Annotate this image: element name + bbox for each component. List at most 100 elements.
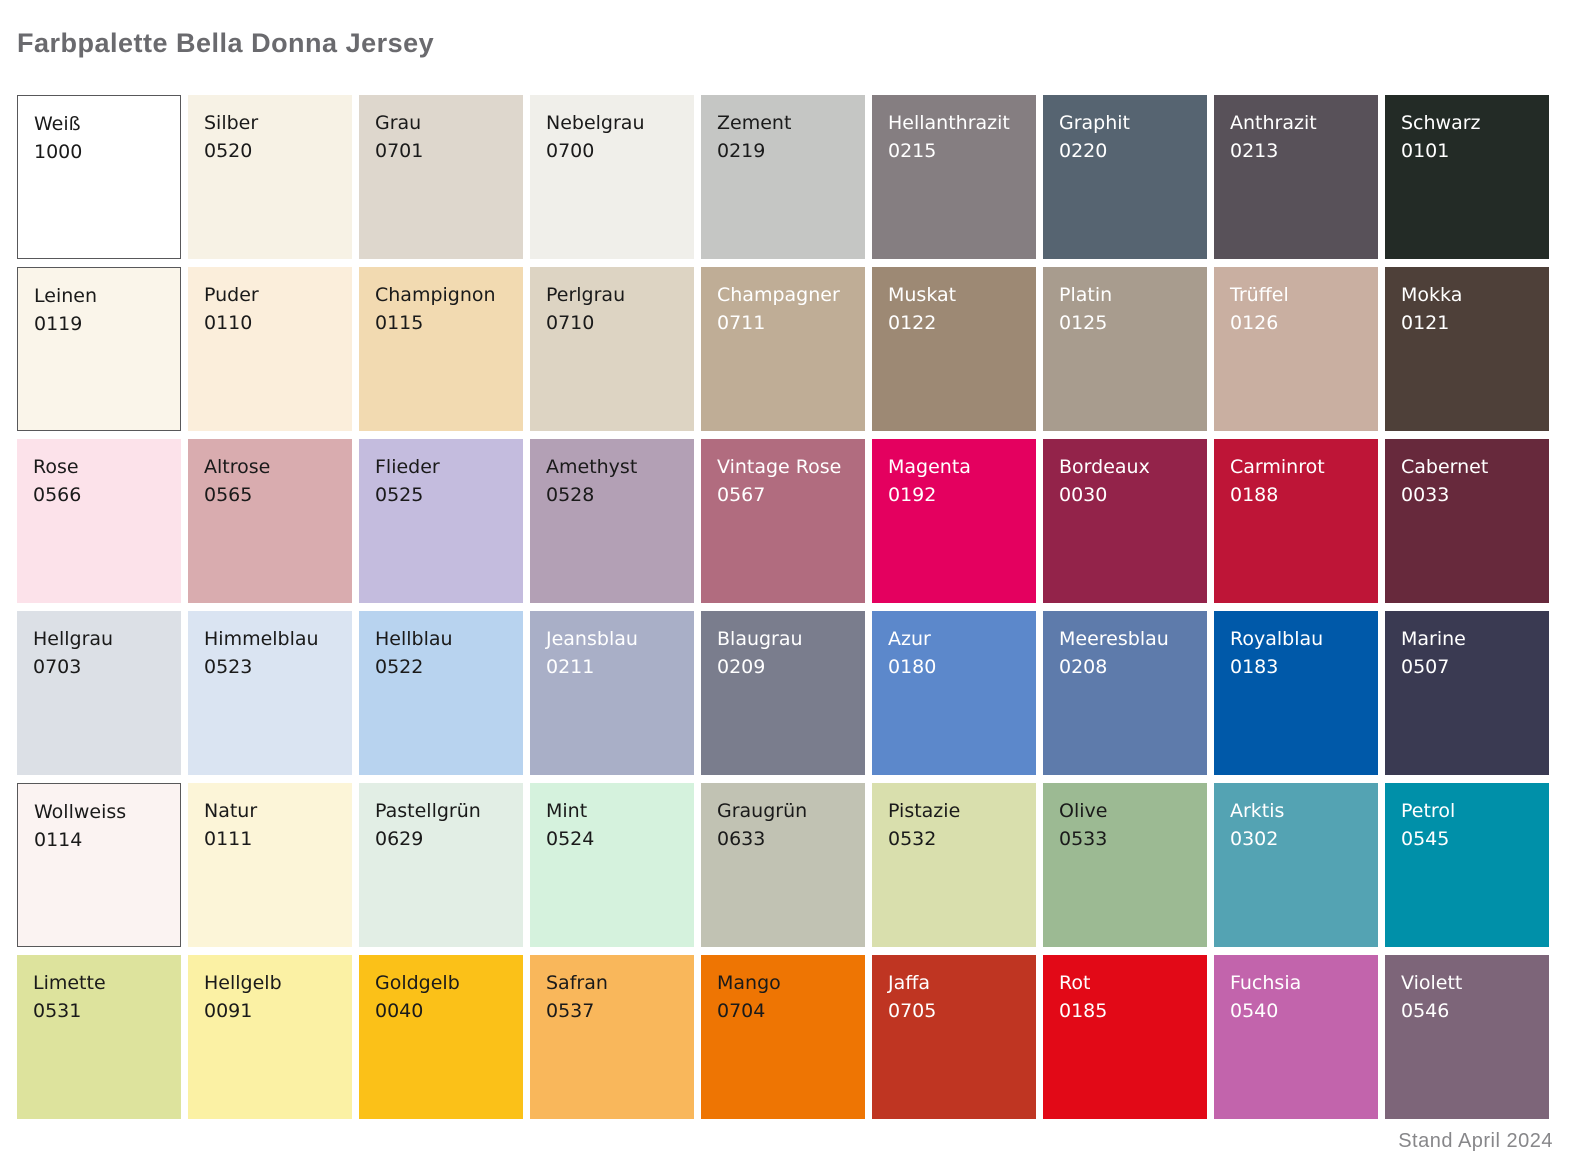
color-name: Jaffa xyxy=(888,972,930,994)
color-name: Cabernet xyxy=(1401,456,1489,478)
color-name: Mango xyxy=(717,972,781,994)
color-swatch-0220: Graphit 0220 xyxy=(1043,95,1207,259)
color-swatch-0183: Royalblau 0183 xyxy=(1214,611,1378,775)
color-code: 0126 xyxy=(1230,312,1279,334)
color-swatch-0524: Mint 0524 xyxy=(530,783,694,947)
color-name: Rose xyxy=(33,456,79,478)
color-swatch-0192: Magenta 0192 xyxy=(872,439,1036,603)
color-code: 0110 xyxy=(204,312,253,334)
color-swatch-0710: Perlgrau 0710 xyxy=(530,267,694,431)
color-code: 0215 xyxy=(888,140,937,162)
color-swatch-0705: Jaffa 0705 xyxy=(872,955,1036,1119)
color-code: 0701 xyxy=(375,140,424,162)
color-swatch-0545: Petrol 0545 xyxy=(1385,783,1549,947)
color-name: Bordeaux xyxy=(1059,456,1150,478)
color-swatch-0633: Graugrün 0633 xyxy=(701,783,865,947)
color-name: Royalblau xyxy=(1230,628,1324,650)
color-code: 0528 xyxy=(546,484,595,506)
color-code: 0700 xyxy=(546,140,595,162)
color-name: Himmelblau xyxy=(204,628,319,650)
color-code: 0180 xyxy=(888,656,937,678)
color-swatch-0703: Hellgrau 0703 xyxy=(17,611,181,775)
color-name: Rot xyxy=(1059,972,1091,994)
color-swatch-0121: Mokka 0121 xyxy=(1385,267,1549,431)
color-code: 0629 xyxy=(375,828,424,850)
color-swatch-0208: Meeresblau 0208 xyxy=(1043,611,1207,775)
color-name: Hellgrau xyxy=(33,628,114,650)
footer-date: Stand April 2024 xyxy=(1398,1130,1553,1152)
color-name: Nebelgrau xyxy=(546,112,645,134)
color-swatch-0185: Rot 0185 xyxy=(1043,955,1207,1119)
color-name: Leinen xyxy=(34,285,97,307)
color-name: Perlgrau xyxy=(546,284,626,306)
color-swatch-0700: Nebelgrau 0700 xyxy=(530,95,694,259)
color-name: Platin xyxy=(1059,284,1113,306)
color-code: 0525 xyxy=(375,484,424,506)
color-swatch-0533: Olive 0533 xyxy=(1043,783,1207,947)
color-code: 0185 xyxy=(1059,1000,1108,1022)
color-swatch-0532: Pistazie 0532 xyxy=(872,783,1036,947)
color-code: 0122 xyxy=(888,312,937,334)
color-code: 0213 xyxy=(1230,140,1279,162)
color-swatch-0110: Puder 0110 xyxy=(188,267,352,431)
color-name: Pistazie xyxy=(888,800,961,822)
color-code: 0705 xyxy=(888,1000,937,1022)
color-code: 0030 xyxy=(1059,484,1108,506)
color-name: Altrose xyxy=(204,456,271,478)
color-code: 0115 xyxy=(375,312,424,334)
color-code: 0211 xyxy=(546,656,595,678)
color-name: Goldgelb xyxy=(375,972,460,994)
color-swatch-0040: Goldgelb 0040 xyxy=(359,955,523,1119)
color-name: Blaugrau xyxy=(717,628,803,650)
color-swatch-0567: Vintage Rose 0567 xyxy=(701,439,865,603)
color-name: Carminrot xyxy=(1230,456,1325,478)
color-code: 0710 xyxy=(546,312,595,334)
color-code: 0219 xyxy=(717,140,766,162)
color-swatch-0211: Jeansblau 0211 xyxy=(530,611,694,775)
color-swatch-0523: Himmelblau 0523 xyxy=(188,611,352,775)
color-code: 0507 xyxy=(1401,656,1450,678)
color-swatch-0125: Platin 0125 xyxy=(1043,267,1207,431)
color-name: Limette xyxy=(33,972,106,994)
color-swatch-0219: Zement 0219 xyxy=(701,95,865,259)
color-swatch-0030: Bordeaux 0030 xyxy=(1043,439,1207,603)
color-swatch-0115: Champignon 0115 xyxy=(359,267,523,431)
color-name: Wollweiss xyxy=(34,801,127,823)
color-swatch-0114: Wollweiss 0114 xyxy=(17,783,181,947)
color-name: Pastellgrün xyxy=(375,800,481,822)
color-name: Olive xyxy=(1059,800,1108,822)
color-code: 0208 xyxy=(1059,656,1108,678)
color-code: 0101 xyxy=(1401,140,1450,162)
color-name: Jeansblau xyxy=(546,628,638,650)
color-name: Weiß xyxy=(34,113,81,135)
color-swatch-0629: Pastellgrün 0629 xyxy=(359,783,523,947)
color-name: Muskat xyxy=(888,284,957,306)
color-swatch-0091: Hellgelb 0091 xyxy=(188,955,352,1119)
color-swatch-0537: Safran 0537 xyxy=(530,955,694,1119)
color-swatch-0213: Anthrazit 0213 xyxy=(1214,95,1378,259)
color-name: Petrol xyxy=(1401,800,1456,822)
color-code: 0545 xyxy=(1401,828,1450,850)
color-name: Schwarz xyxy=(1401,112,1481,134)
color-code: 0121 xyxy=(1401,312,1450,334)
color-code: 0125 xyxy=(1059,312,1108,334)
color-code: 0533 xyxy=(1059,828,1108,850)
color-name: Champagner xyxy=(717,284,840,306)
color-code: 0111 xyxy=(204,828,253,850)
color-code: 0192 xyxy=(888,484,937,506)
color-name: Hellgelb xyxy=(204,972,282,994)
color-swatch-0119: Leinen 0119 xyxy=(17,267,181,431)
color-name: Hellblau xyxy=(375,628,453,650)
color-name: Graphit xyxy=(1059,112,1131,134)
color-name: Grau xyxy=(375,112,422,134)
color-name: Silber xyxy=(204,112,259,134)
color-code: 0183 xyxy=(1230,656,1279,678)
color-name: Amethyst xyxy=(546,456,638,478)
color-swatch-0215: Hellanthrazit 0215 xyxy=(872,95,1036,259)
color-swatch-0565: Altrose 0565 xyxy=(188,439,352,603)
color-code: 0091 xyxy=(204,1000,253,1022)
color-name: Violett xyxy=(1401,972,1463,994)
color-swatch-0111: Natur 0111 xyxy=(188,783,352,947)
color-name: Vintage Rose xyxy=(717,456,842,478)
color-swatch-0540: Fuchsia 0540 xyxy=(1214,955,1378,1119)
